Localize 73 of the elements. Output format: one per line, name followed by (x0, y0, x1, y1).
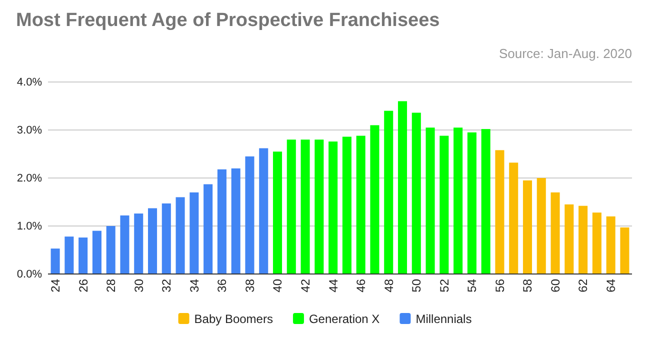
bar (564, 204, 574, 274)
bar (64, 236, 74, 274)
x-tick-label: 48 (382, 278, 396, 292)
x-tick-label: 58 (520, 278, 535, 292)
x-tick-label: 52 (437, 278, 452, 292)
x-tick-label: 44 (326, 278, 340, 292)
bar (426, 128, 435, 274)
x-tick-label: 54 (465, 278, 480, 292)
bar (440, 136, 449, 274)
x-tick-label: 26 (76, 278, 90, 292)
bar (370, 125, 380, 274)
bar (342, 136, 352, 274)
bar (176, 197, 185, 274)
bar (217, 169, 226, 274)
bar (231, 168, 240, 274)
bar (162, 203, 171, 274)
bar (481, 129, 490, 274)
bar (286, 140, 296, 274)
bar (356, 136, 366, 274)
x-tick-label: 50 (410, 278, 424, 292)
bar (620, 227, 630, 274)
x-tick-label: 32 (160, 278, 174, 292)
bar (606, 216, 616, 274)
legend-label: Baby Boomers (194, 312, 273, 326)
bar (495, 150, 504, 274)
bar (148, 208, 158, 274)
bar (300, 140, 310, 274)
bar (120, 215, 130, 274)
bar (412, 112, 421, 274)
bar (384, 110, 394, 274)
x-tick-label: 42 (298, 278, 312, 292)
bar (328, 142, 338, 274)
bar (522, 180, 532, 274)
x-tick-label: 64 (604, 278, 618, 292)
bar (578, 206, 588, 274)
y-tick-label: 4.0% (16, 76, 42, 89)
y-tick-label: 0.0% (16, 268, 42, 281)
x-tick-label: 30 (132, 278, 146, 292)
chart-title: Most Frequent Age of Prospective Franchisees (16, 10, 440, 31)
x-tick-label: 24 (48, 278, 62, 292)
y-tick-label: 2.0% (16, 172, 42, 185)
bar (78, 238, 88, 274)
x-tick-label: 34 (187, 278, 202, 292)
x-tick-label: 38 (242, 278, 257, 292)
x-tick-label: 36 (215, 278, 230, 292)
bar (190, 192, 199, 274)
bar (204, 184, 213, 274)
bar (592, 212, 602, 274)
bar (272, 152, 282, 274)
y-tick-label: 1.0% (16, 220, 42, 233)
bar (467, 132, 476, 274)
x-tick-label: 56 (492, 278, 507, 292)
x-tick-label: 62 (576, 278, 590, 292)
bar (509, 162, 518, 274)
bar (106, 226, 116, 274)
bar (550, 192, 560, 274)
bar (314, 140, 324, 274)
bar (50, 248, 60, 274)
bar (398, 101, 408, 274)
bar (454, 128, 463, 274)
x-tick-label: 46 (354, 278, 368, 292)
x-tick-label: 28 (104, 278, 118, 292)
bar (259, 148, 268, 274)
y-tick-label: 3.0% (16, 124, 42, 137)
x-tick-label: 60 (548, 278, 562, 292)
x-tick-label: 40 (270, 278, 285, 292)
source-note: Source: Jan-Aug. 2020 (499, 46, 632, 61)
bar (245, 156, 254, 274)
bar (536, 178, 546, 274)
bar (92, 230, 102, 274)
legend-label: Millennials (416, 312, 472, 326)
bar (134, 214, 144, 274)
legend-label: Generation X (308, 312, 380, 326)
